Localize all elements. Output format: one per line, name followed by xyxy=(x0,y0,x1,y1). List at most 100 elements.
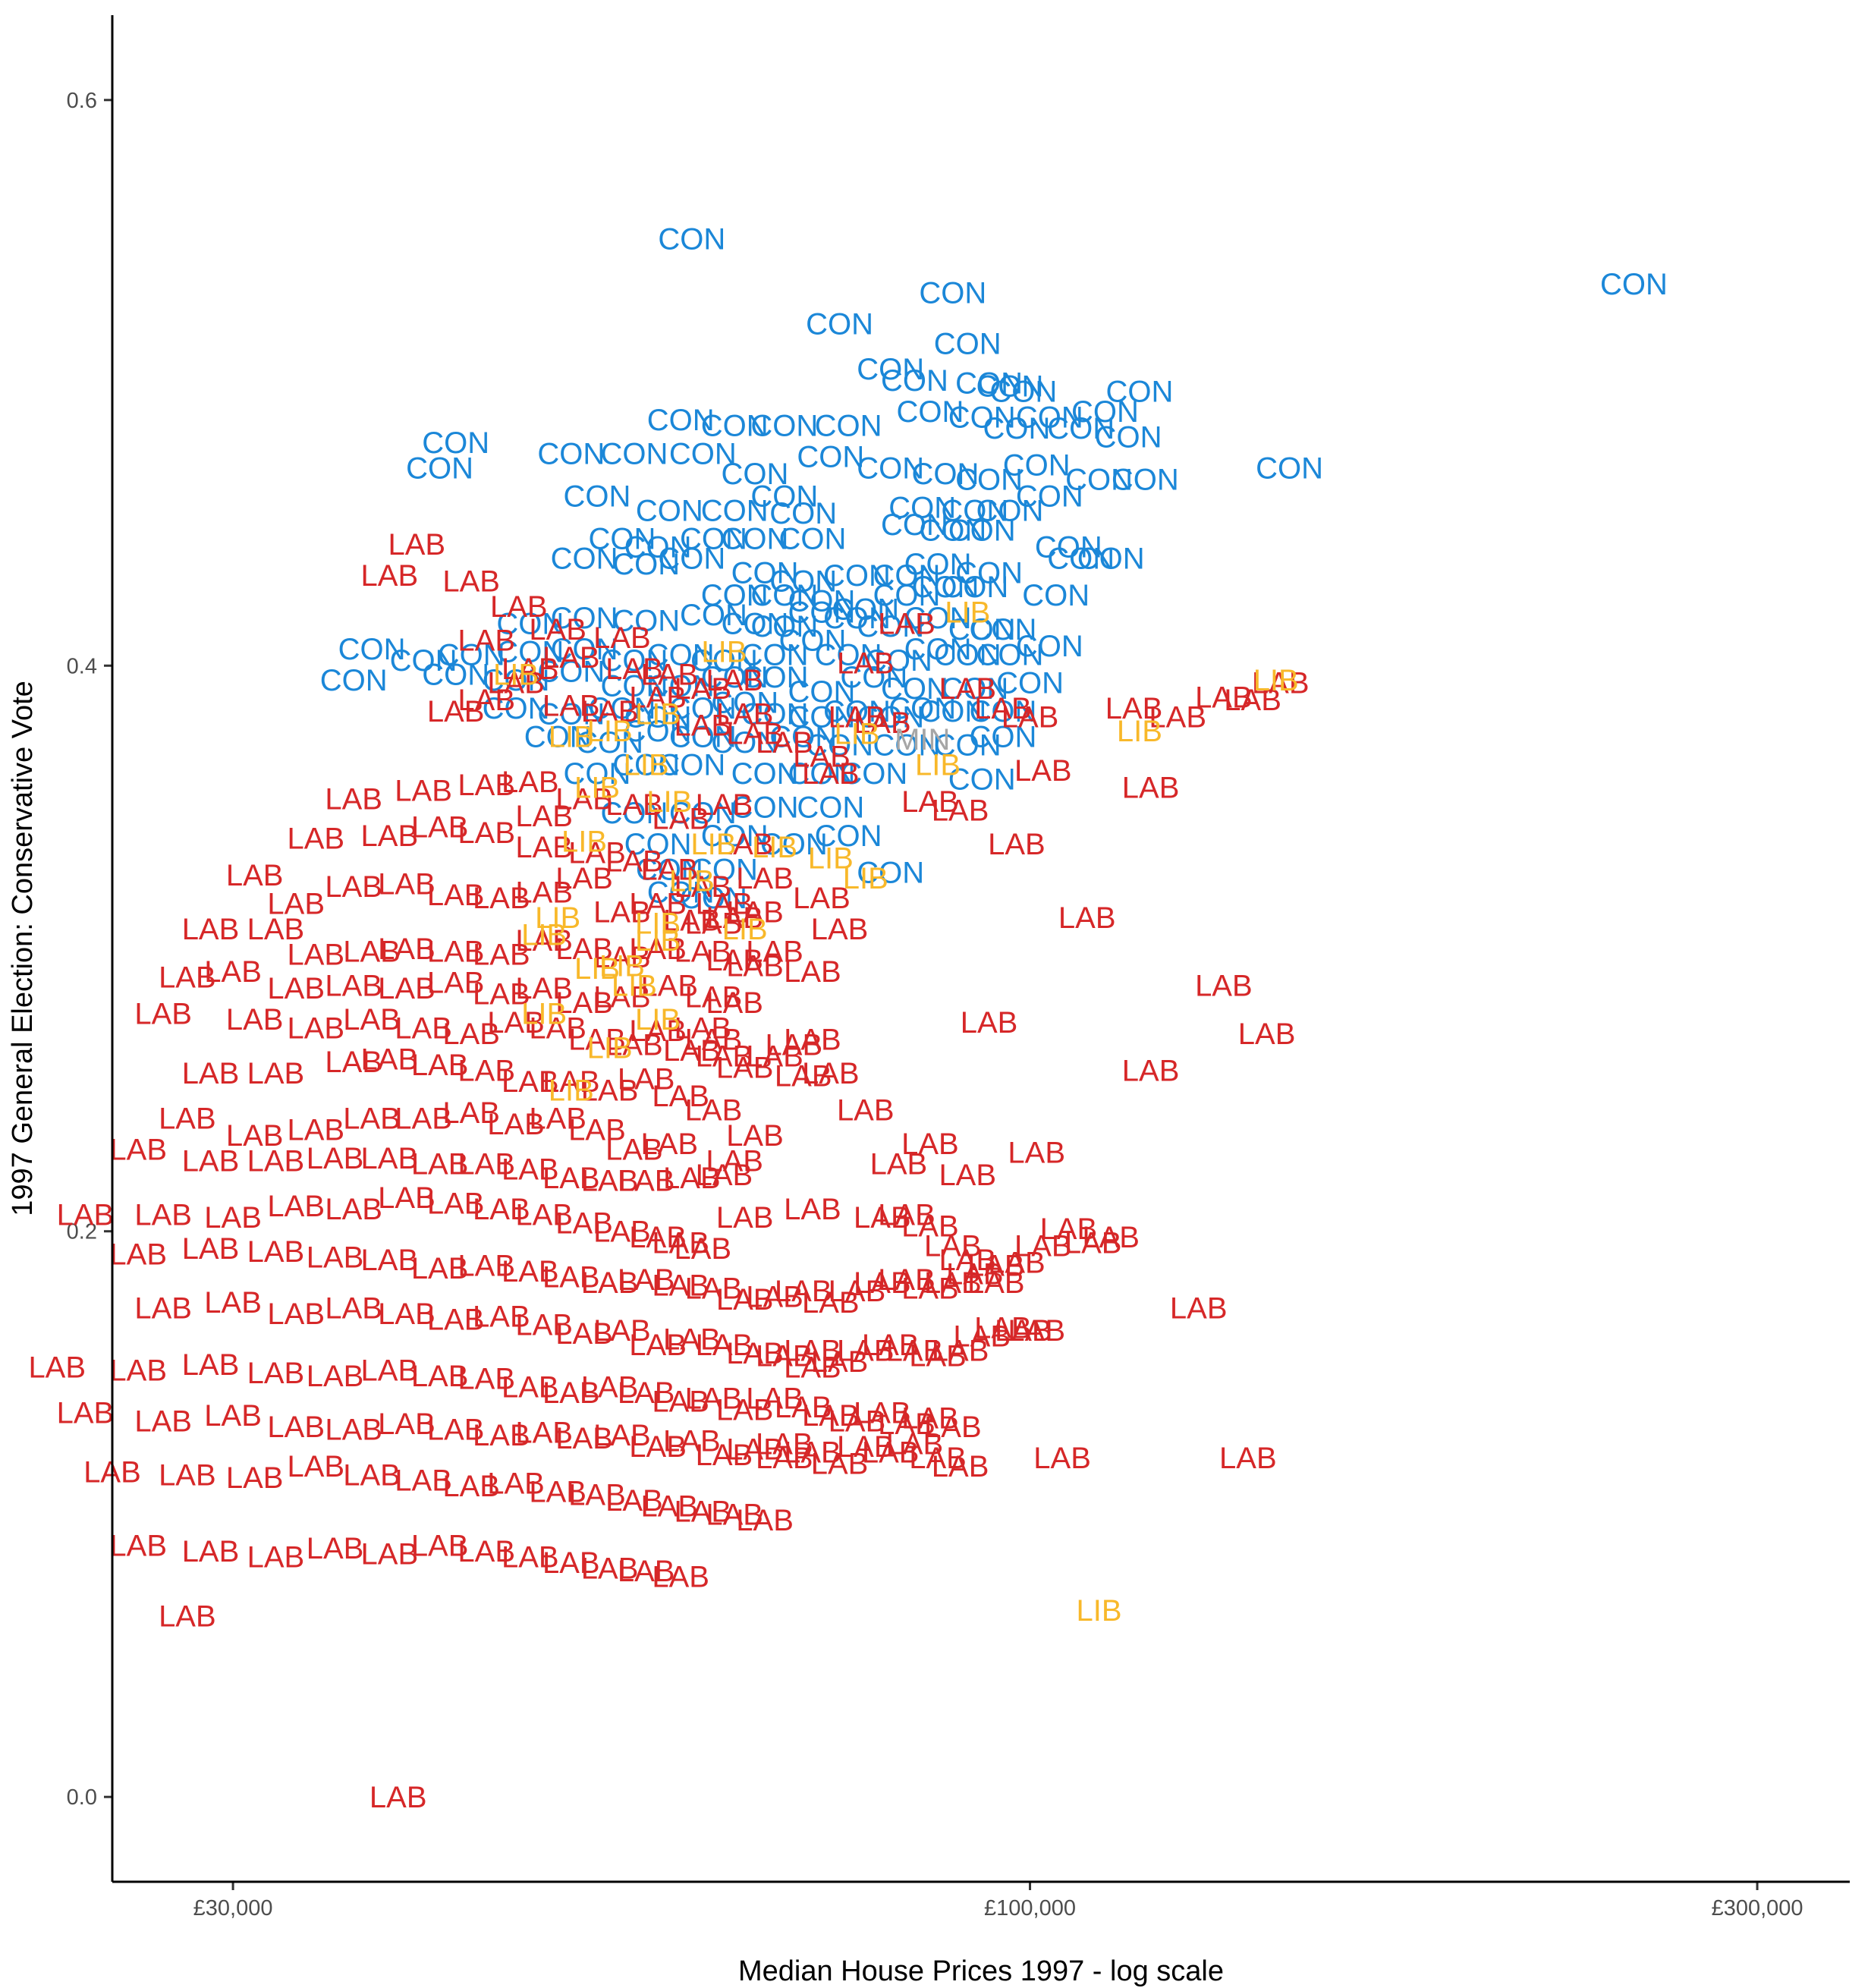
point-lib-29: LIB xyxy=(612,969,657,1002)
point-lib-17: LIB xyxy=(669,865,715,898)
point-con-113: CON xyxy=(996,667,1064,700)
point-con-129: CON xyxy=(624,715,692,748)
point-con-71: CON xyxy=(941,571,1008,604)
point-lab-98: LAB xyxy=(427,967,485,1000)
point-lab-327: LAB xyxy=(1008,1136,1065,1169)
point-con-1: CON xyxy=(806,307,873,341)
point-con-111: CON xyxy=(881,672,948,706)
point-lab-263: LAB xyxy=(267,1411,325,1444)
point-lab-160: LAB xyxy=(696,1159,753,1192)
point-con-80: CON xyxy=(823,602,891,635)
point-con-43: CON xyxy=(976,494,1044,527)
point-lab-236: LAB xyxy=(995,1314,1052,1348)
point-con-141: CON xyxy=(788,757,856,791)
point-lab-188: LAB xyxy=(411,1252,469,1285)
point-lab-198: LAB xyxy=(775,1275,832,1308)
point-lab-189: LAB xyxy=(458,1249,515,1282)
y-tick-label-2: 0.4 xyxy=(67,654,97,678)
point-lab-81: LAB xyxy=(287,938,344,971)
point-con-30: CON xyxy=(912,458,980,491)
point-lab-158: LAB xyxy=(618,1165,675,1198)
point-con-21: CON xyxy=(1095,420,1162,454)
point-lab-167: LAB xyxy=(939,1244,996,1277)
point-con-19: CON xyxy=(1016,401,1083,434)
point-lab-109: LAB xyxy=(343,1003,401,1036)
point-lab-150: LAB xyxy=(247,1145,305,1178)
point-con-52: CON xyxy=(948,514,1016,547)
point-lab-294: LAB xyxy=(568,1478,626,1511)
point-lib-3: LIB xyxy=(1253,664,1299,697)
point-con-57: CON xyxy=(731,556,799,590)
point-lab-253: LAB xyxy=(775,1391,832,1424)
point-lab-57: LAB xyxy=(411,811,469,845)
point-lab-159: LAB xyxy=(663,1162,721,1195)
point-lab-271: LAB xyxy=(629,1430,687,1464)
point-lab-179: LAB xyxy=(593,1216,651,1249)
point-lab-281: LAB xyxy=(909,1442,967,1475)
point-lab-164: LAB xyxy=(878,1198,936,1231)
point-lab-210: LAB xyxy=(1064,1227,1122,1260)
point-lab-242: LAB xyxy=(361,1354,419,1387)
point-con-35: CON xyxy=(1256,451,1323,485)
point-con-105: CON xyxy=(600,669,668,703)
point-con-149: CON xyxy=(701,819,769,853)
point-lab-171: LAB xyxy=(204,1201,262,1235)
point-lab-207: LAB xyxy=(988,1247,1046,1280)
point-lab-61: LAB xyxy=(605,845,663,878)
point-lib-27: LIB xyxy=(549,1074,594,1107)
point-lab-91: LAB xyxy=(706,944,763,977)
point-lab-19: LAB xyxy=(1105,692,1163,725)
point-con-128: CON xyxy=(576,726,643,760)
point-lab-228: LAB xyxy=(811,1345,869,1379)
point-lib-21: LIB xyxy=(635,924,681,958)
point-lab-305: LAB xyxy=(411,1529,469,1562)
point-con-99: CON xyxy=(976,638,1044,672)
point-lab-16: LAB xyxy=(974,692,1032,725)
point-lab-250: LAB xyxy=(685,1382,743,1416)
point-con-33: CON xyxy=(1065,463,1133,496)
point-con-70: CON xyxy=(912,571,980,604)
point-lab-291: LAB xyxy=(442,1470,500,1503)
point-lab-129: LAB xyxy=(458,1054,515,1087)
point-con-156: CON xyxy=(680,882,747,915)
point-con-132: CON xyxy=(769,720,837,753)
point-con-28: CON xyxy=(797,440,864,473)
point-lab-73: LAB xyxy=(593,896,651,930)
point-lab-324: LAB xyxy=(870,1147,928,1181)
point-lab-117: LAB xyxy=(663,1034,721,1068)
point-con-152: CON xyxy=(636,854,703,887)
point-con-154: CON xyxy=(857,856,924,889)
point-lab-308: LAB xyxy=(542,1546,600,1580)
point-lab-302: LAB xyxy=(247,1540,305,1574)
point-lab-18: LAB xyxy=(1014,754,1072,788)
point-lab-230: LAB xyxy=(862,1329,920,1362)
point-lab-92: LAB xyxy=(726,949,784,983)
point-lab-252: LAB xyxy=(746,1382,803,1416)
point-lab-69: LAB xyxy=(427,879,485,912)
point-lib-23: LIB xyxy=(599,949,645,983)
point-con-145: CON xyxy=(669,797,737,830)
point-lab-172: LAB xyxy=(267,1190,325,1223)
point-lab-135: LAB xyxy=(685,1093,743,1127)
point-con-118: CON xyxy=(669,692,737,725)
point-lab-270: LAB xyxy=(593,1419,651,1452)
point-con-36: CON xyxy=(564,480,631,514)
point-lab-306: LAB xyxy=(458,1535,515,1568)
point-con-61: CON xyxy=(904,548,972,581)
point-lab-259: LAB xyxy=(924,1411,982,1444)
point-con-84: CON xyxy=(969,613,1036,646)
point-lab-315: LAB xyxy=(1170,1291,1228,1325)
point-lab-233: LAB xyxy=(932,1334,989,1367)
point-lab-273: LAB xyxy=(696,1439,753,1472)
point-lab-217: LAB xyxy=(427,1303,485,1336)
point-lab-240: LAB xyxy=(247,1357,305,1390)
point-lab-2: LAB xyxy=(361,559,419,593)
point-lab-104: LAB xyxy=(685,980,743,1014)
point-con-14: CON xyxy=(750,409,818,442)
point-lab-46: LAB xyxy=(502,766,559,799)
point-lab-121: LAB xyxy=(766,1029,823,1062)
point-lab-286: LAB xyxy=(159,1458,216,1492)
point-con-144: CON xyxy=(600,797,668,830)
point-lab-10: LAB xyxy=(640,658,698,691)
point-lab-128: LAB xyxy=(411,1049,469,1082)
